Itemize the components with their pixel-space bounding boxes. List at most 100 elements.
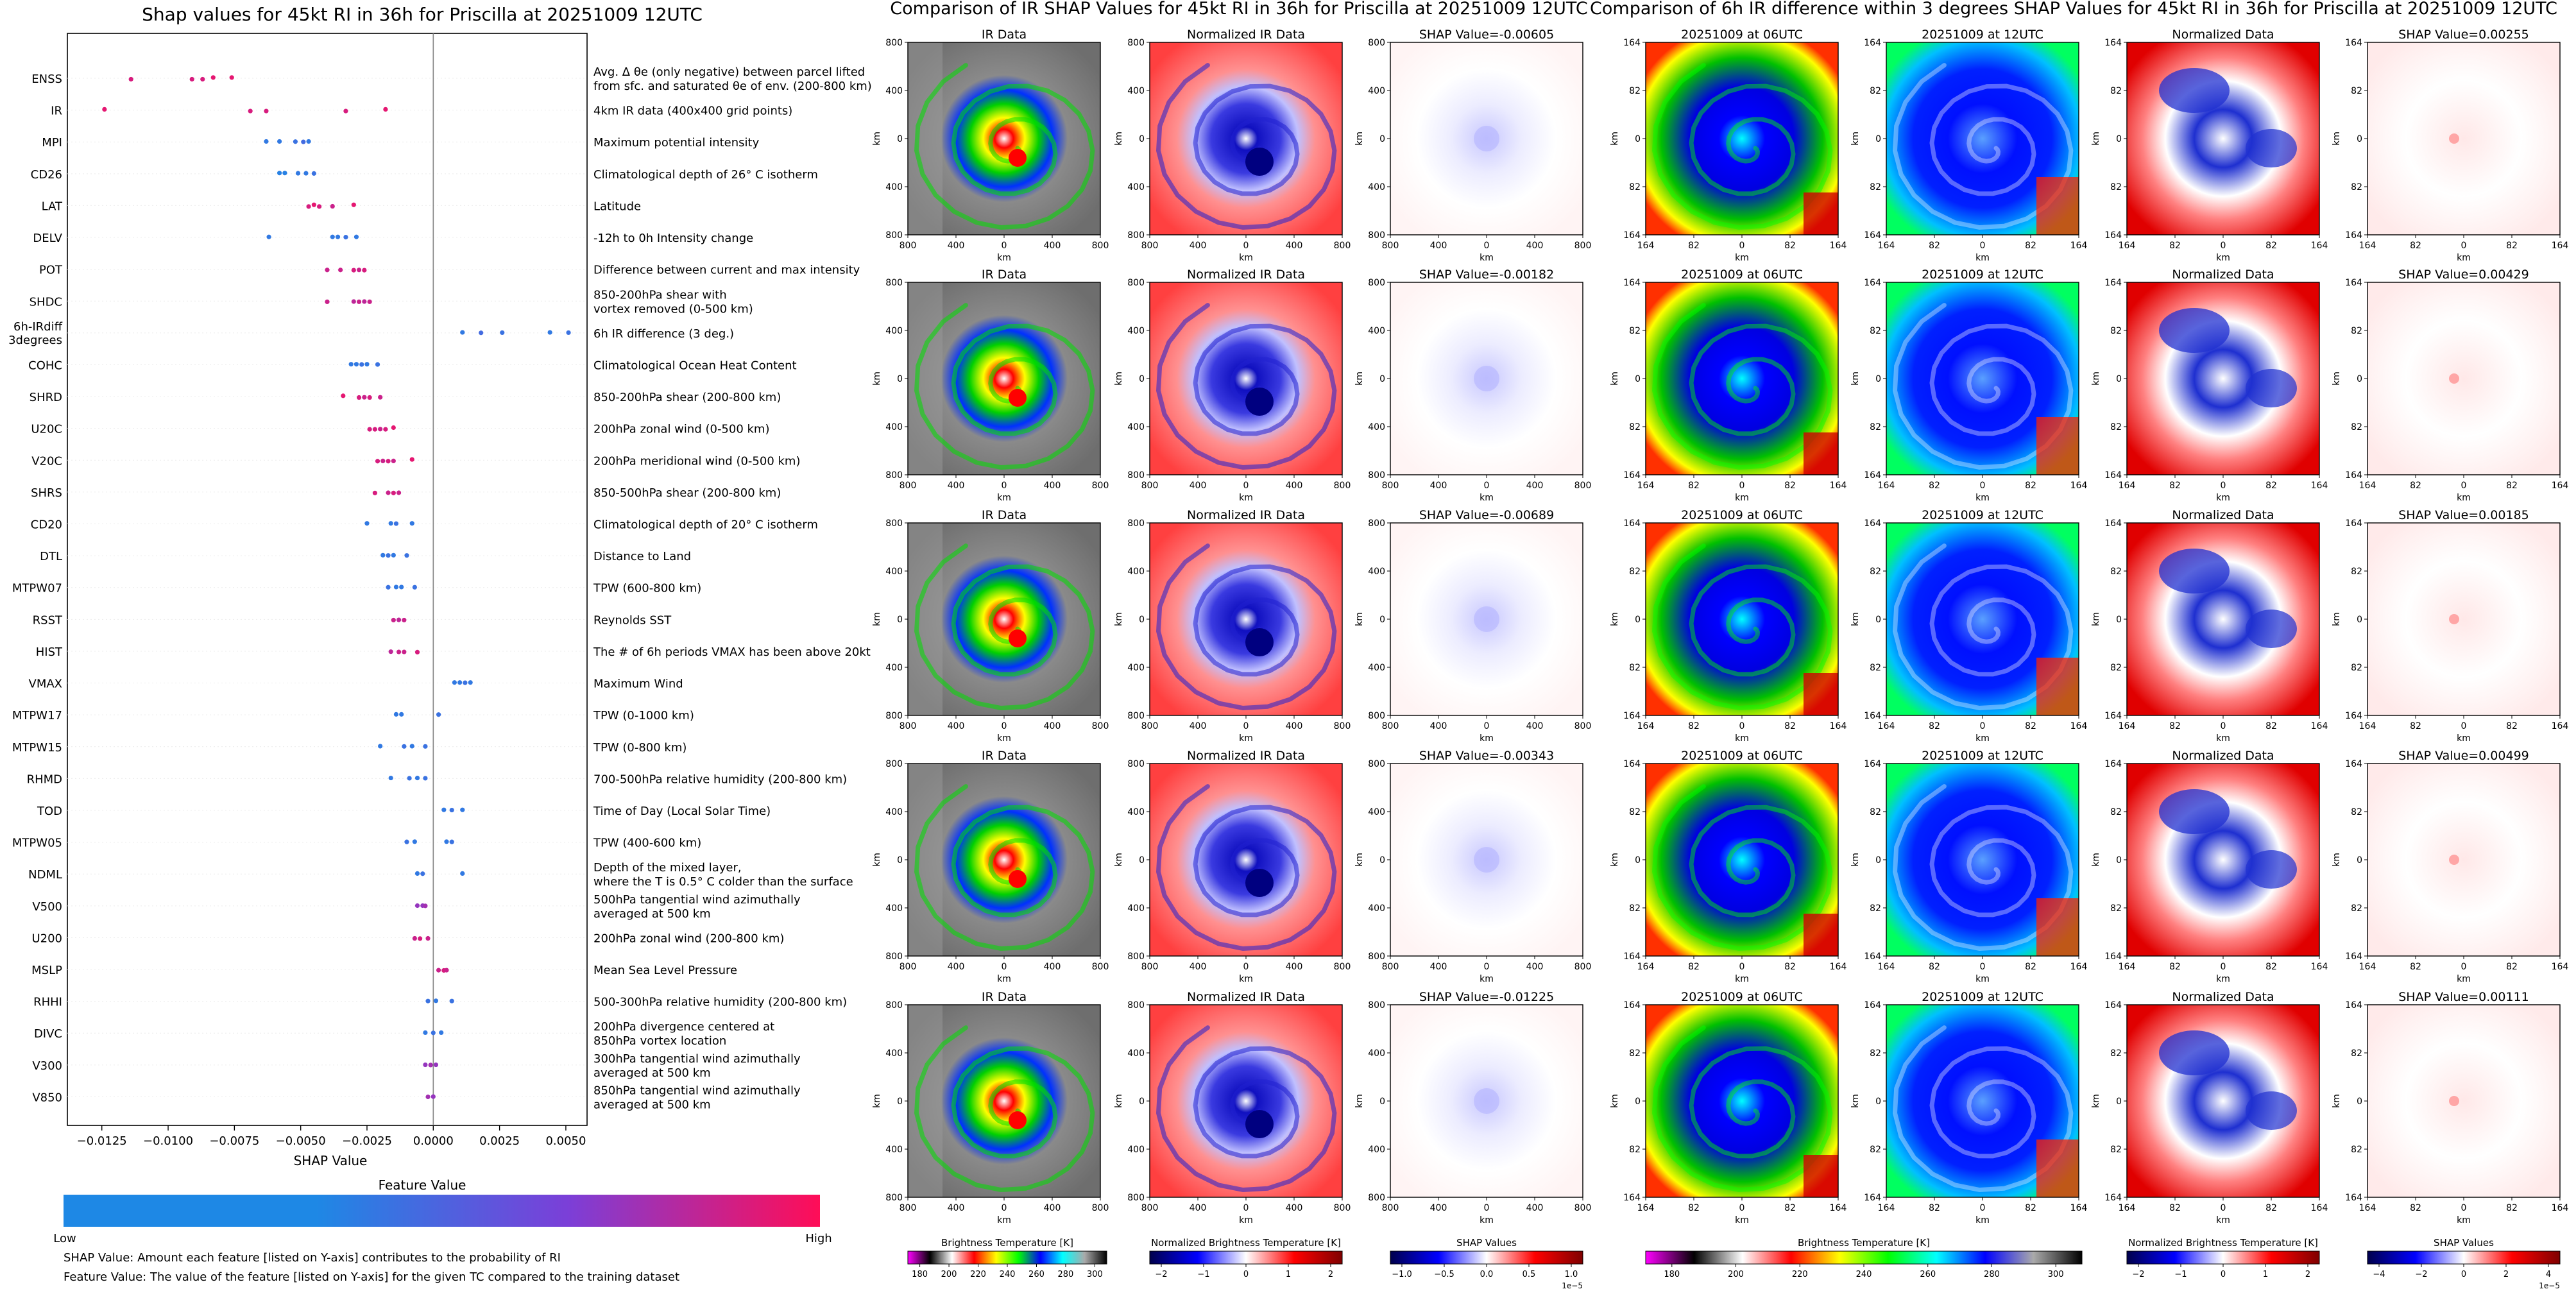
y-tick-label: 164 bbox=[2345, 230, 2362, 241]
shap-point bbox=[393, 585, 399, 590]
colorbar-tick-label: 0.0 bbox=[1480, 1270, 1494, 1279]
y-axis-label: km bbox=[1850, 132, 1861, 146]
feature-description: 200hPa divergence centered at 850hPa vort… bbox=[593, 1020, 774, 1048]
shap-point bbox=[452, 680, 457, 685]
spiral-band bbox=[914, 303, 1095, 470]
panel-title: IR Data bbox=[982, 990, 1027, 1004]
colorbar-tick-label: 2 bbox=[2305, 1270, 2310, 1279]
shap-point bbox=[468, 680, 473, 685]
x-tick-label: 164 bbox=[1878, 481, 1895, 491]
shap-point bbox=[391, 552, 396, 558]
ir-panel-grid: IR Data 800 400 0 400 800 800 400 0 400 800 km km Nor… bbox=[872, 28, 1591, 1225]
y-tick-label: 400 bbox=[1368, 326, 1385, 336]
x-tick-label: 400 bbox=[948, 481, 965, 491]
shap-point bbox=[433, 1062, 439, 1068]
shap-point bbox=[431, 1094, 436, 1099]
y-tick-label: 800 bbox=[1368, 38, 1385, 48]
y-tick-label: 400 bbox=[1368, 182, 1385, 192]
x-tick-label: 800 bbox=[900, 962, 917, 972]
x-tick-label: 0 bbox=[1002, 241, 1007, 251]
feature-name: SHDC bbox=[30, 295, 62, 309]
x-tick-label: 164 bbox=[1830, 241, 1847, 251]
y-tick-label: 164 bbox=[1864, 230, 1881, 241]
spiral-band bbox=[1651, 63, 1833, 230]
x-tick-label: 800 bbox=[1141, 1203, 1159, 1213]
y-tick-label: 82 bbox=[2351, 663, 2362, 673]
colorbar-tick-label: −1 bbox=[1197, 1270, 1209, 1279]
colorbar-tick-label: 1.0 bbox=[1565, 1270, 1578, 1279]
feature-row: POT Difference between current and max in… bbox=[39, 264, 860, 277]
feature-description: Climatological Ocean Heat Content bbox=[593, 359, 797, 372]
y-axis-label: km bbox=[872, 853, 882, 867]
y-tick-label: 0 bbox=[1875, 374, 1881, 384]
spiral-band bbox=[1892, 303, 2074, 470]
x-tick-label: 0 bbox=[2221, 241, 2226, 251]
x-tick-label: 82 bbox=[1784, 241, 1796, 251]
y-tick-label: 0 bbox=[1875, 1097, 1881, 1107]
y-tick-label: 0 bbox=[2116, 374, 2122, 384]
panel-title: SHAP Value=0.00185 bbox=[2398, 508, 2529, 522]
x-tick-label: 164 bbox=[2359, 241, 2376, 251]
shap-point bbox=[348, 362, 354, 367]
panel-frame bbox=[907, 282, 1101, 475]
y-tick-label: 800 bbox=[885, 278, 903, 288]
y-axis-label: km bbox=[1354, 371, 1365, 386]
feature-description: -12h to 0h Intensity change bbox=[593, 232, 753, 245]
x-axis-label: km bbox=[1975, 253, 1990, 263]
shap-point bbox=[383, 107, 388, 112]
x-tick-label: 400 bbox=[1044, 481, 1061, 491]
x-tick-label: 400 bbox=[1526, 721, 1544, 731]
shap-point bbox=[479, 330, 484, 336]
colorbar-tick-label: −0.5 bbox=[1434, 1270, 1454, 1279]
shap-point bbox=[359, 362, 364, 367]
y-tick-label: 164 bbox=[2104, 1193, 2122, 1203]
panel-title: IR Data bbox=[982, 268, 1027, 282]
feature-row: V850 850hPa tangential wind azimuthally av… bbox=[32, 1084, 801, 1111]
image-field bbox=[1150, 1005, 1342, 1197]
y-tick-label: 800 bbox=[1368, 952, 1385, 962]
x-tick-label: 0 bbox=[1243, 962, 1249, 972]
y-axis-label: km bbox=[872, 371, 882, 386]
shap-point bbox=[351, 202, 356, 207]
y-tick-label: 164 bbox=[2104, 38, 2122, 48]
y-tick-label: 82 bbox=[1870, 807, 1881, 817]
shap-point bbox=[354, 234, 359, 239]
shap-point bbox=[439, 1030, 444, 1036]
y-tick-label: 164 bbox=[1623, 518, 1641, 529]
colorbar-tick-label: −1 bbox=[2174, 1270, 2187, 1279]
x-tick-label: 164 bbox=[2359, 962, 2376, 972]
x-tick-label: 164 bbox=[1830, 721, 1847, 731]
panel-frame bbox=[2126, 1004, 2320, 1198]
y-tick-label: 0 bbox=[897, 134, 903, 144]
x-tick-label: 800 bbox=[1141, 721, 1159, 731]
x-tick-label: 164 bbox=[2359, 721, 2376, 731]
y-tick-label: 800 bbox=[1127, 518, 1145, 529]
x-tick-label: 82 bbox=[2025, 241, 2036, 251]
panel-title: SHAP Value=-0.00182 bbox=[1419, 268, 1554, 282]
image-field bbox=[2367, 523, 2560, 715]
feature-row: DIVC 200hPa divergence centered at 850hPa … bbox=[34, 1020, 774, 1048]
feature-name: DELV bbox=[33, 232, 62, 245]
x-tick-label: 400 bbox=[1430, 721, 1447, 731]
x-tick-label: 82 bbox=[1929, 1203, 1940, 1213]
ir-shap-comparison: Comparison of IR SHAP Values for 45kt RI… bbox=[872, 0, 1591, 1289]
x-tick-label: 164 bbox=[1878, 1203, 1895, 1213]
x-tick-label: 0 bbox=[2221, 962, 2226, 972]
y-tick-label: 0 bbox=[2357, 134, 2362, 144]
shap-point bbox=[386, 553, 391, 558]
y-tick-label: 164 bbox=[2345, 759, 2362, 769]
spiral-band bbox=[1892, 543, 2074, 711]
y-tick-label: 164 bbox=[1623, 470, 1641, 481]
x-tick-label: 0 bbox=[1002, 962, 1007, 972]
shap-point bbox=[330, 234, 335, 239]
x-tick-label: 164 bbox=[1878, 241, 1895, 251]
shap-point bbox=[414, 871, 420, 876]
